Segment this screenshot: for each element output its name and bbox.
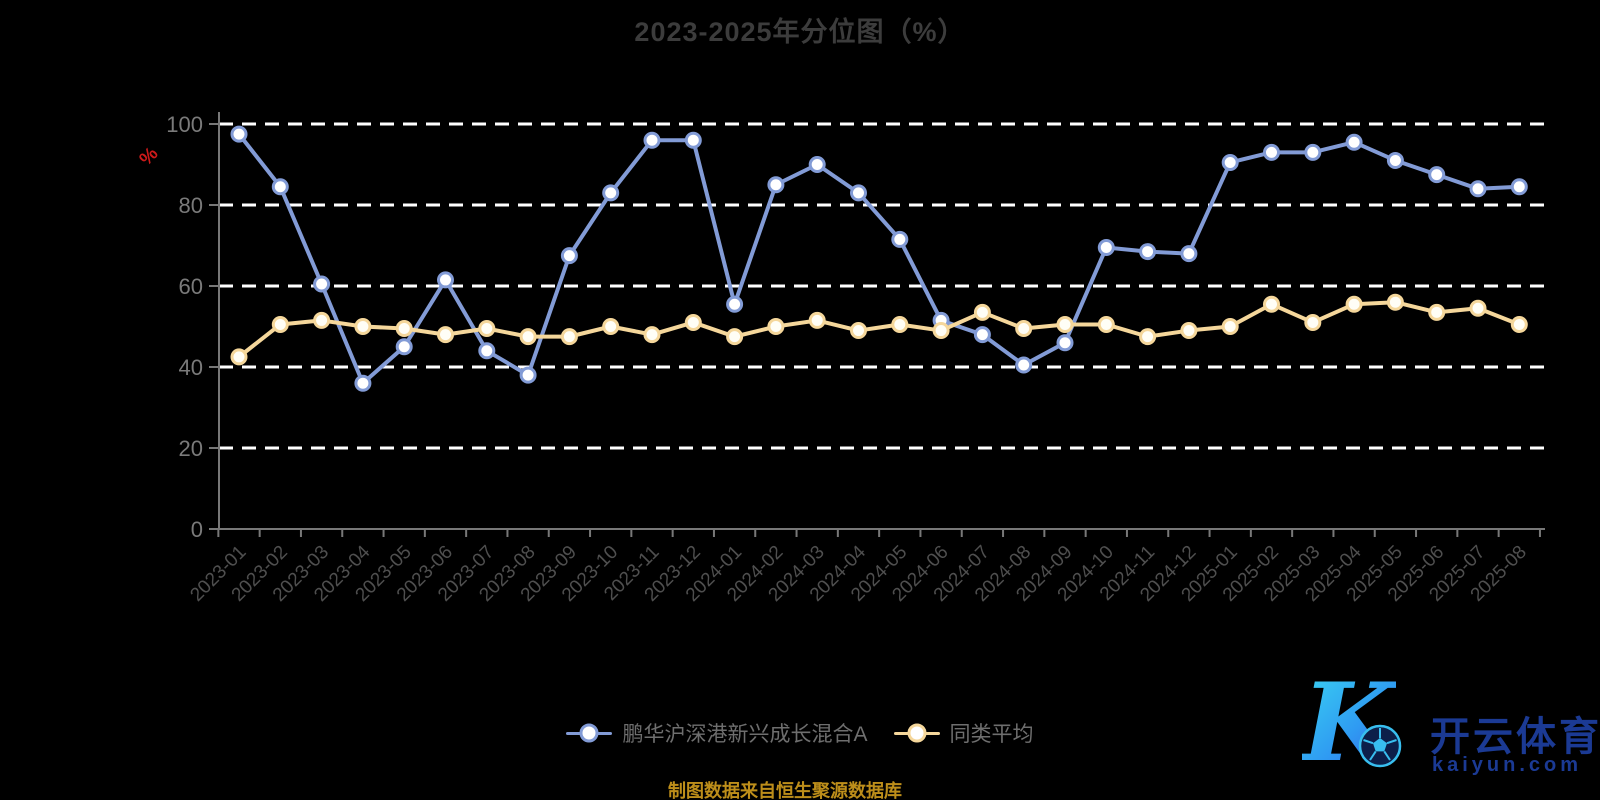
soccer-ball-icon	[1358, 724, 1402, 768]
data-point	[726, 328, 744, 346]
data-point	[1056, 315, 1074, 333]
data-point	[1510, 315, 1528, 333]
data-point	[1221, 318, 1239, 335]
data-point	[437, 326, 454, 344]
y-axis-label: 80	[179, 193, 203, 218]
data-point	[1386, 151, 1404, 169]
y-axis-label: 0	[191, 517, 203, 542]
series-line-0	[237, 132, 1522, 386]
data-point	[354, 374, 372, 392]
data-point	[1139, 328, 1157, 346]
data-point	[684, 131, 702, 149]
data-point	[560, 247, 578, 265]
y-axis-label: 20	[179, 436, 203, 461]
legend-item-average[interactable]: 同类平均	[893, 718, 1034, 748]
data-point	[1015, 356, 1033, 374]
data-point	[1180, 322, 1198, 340]
data-point	[1304, 143, 1322, 161]
data-point	[395, 320, 413, 338]
data-point	[230, 125, 248, 143]
data-point	[1180, 245, 1198, 263]
data-point	[891, 315, 909, 333]
data-point	[271, 315, 289, 333]
data-point	[1015, 320, 1033, 338]
data-point	[1097, 239, 1115, 257]
data-point	[808, 311, 826, 329]
chart-title: 2023-2025年分位图（%）	[634, 17, 966, 47]
legend-item-fund[interactable]: 鹏华沪深港新兴成长混合A	[566, 718, 868, 748]
data-point	[354, 318, 372, 335]
series-line-1	[237, 300, 1522, 359]
data-point	[1097, 315, 1115, 333]
data-point	[1345, 133, 1363, 151]
y-axis-label: 40	[179, 355, 203, 380]
data-point	[767, 318, 785, 335]
data-point	[684, 313, 702, 331]
data-source-note: 制图数据来自恒生聚源数据库	[668, 781, 902, 800]
data-point	[1263, 295, 1280, 313]
data-point	[891, 230, 909, 248]
legend-line-marker-yellow	[893, 723, 940, 743]
data-point	[1304, 313, 1322, 331]
data-point	[313, 311, 331, 329]
legend: 鹏华沪深港新兴成长混合A 同类平均	[0, 718, 1600, 748]
data-point	[560, 328, 578, 346]
data-point	[973, 303, 991, 321]
data-point	[1221, 153, 1239, 171]
y-axis-label: 100	[166, 112, 203, 137]
data-point	[1139, 243, 1157, 261]
kaiyun-brand-text: 开云体育	[1430, 715, 1600, 759]
data-point	[1345, 295, 1363, 313]
data-point	[808, 156, 826, 173]
data-point	[643, 326, 661, 344]
data-point	[1510, 178, 1528, 196]
data-point	[1056, 334, 1074, 352]
data-point	[313, 275, 331, 293]
data-point	[519, 328, 537, 346]
data-point	[1469, 180, 1487, 198]
data-point	[1263, 143, 1280, 161]
data-point	[602, 184, 620, 202]
data-point	[519, 366, 537, 384]
data-point	[230, 348, 248, 366]
data-point	[1428, 303, 1446, 321]
data-point	[767, 176, 785, 194]
kaiyun-domain-text: kaiyun.com	[1432, 754, 1583, 776]
data-point	[478, 320, 496, 338]
data-point	[850, 184, 867, 202]
data-point	[271, 178, 289, 196]
legend-label-average: 同类平均	[949, 723, 1034, 746]
data-point	[478, 342, 496, 360]
legend-line-marker-blue	[566, 723, 613, 743]
data-point	[1469, 299, 1487, 317]
data-point	[1386, 293, 1404, 311]
data-point	[602, 318, 620, 335]
legend-dot-icon	[579, 723, 599, 743]
data-point	[1428, 166, 1446, 184]
data-point	[932, 322, 950, 340]
data-point	[850, 322, 867, 340]
legend-label-fund: 鹏华沪深港新兴成长混合A	[622, 723, 868, 746]
data-point	[973, 326, 991, 344]
data-point	[643, 131, 661, 149]
legend-dot-icon	[907, 723, 926, 743]
kaiyun-logo[interactable]: K 开云体育 kaiyun.com	[1292, 664, 1600, 792]
y-axis-label: 60	[179, 274, 203, 299]
data-point	[437, 271, 454, 289]
data-point	[395, 338, 413, 356]
data-point	[726, 295, 744, 313]
